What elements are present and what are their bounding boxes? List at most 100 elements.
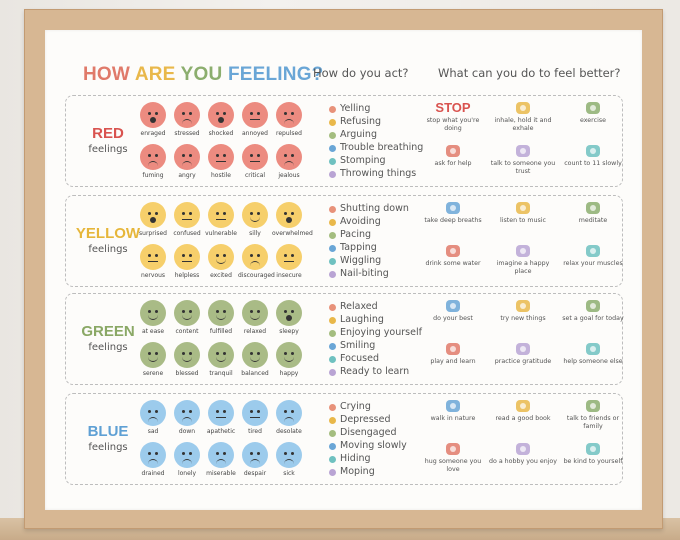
tip-label: be kind to yourself xyxy=(563,458,623,465)
tip-label: read a good book xyxy=(495,415,551,422)
tip-icon xyxy=(512,143,534,159)
face-icon xyxy=(242,102,268,128)
face-icon xyxy=(208,244,234,270)
action-label: Depressed xyxy=(340,414,391,425)
emotion-face: apathetic xyxy=(204,400,238,435)
feelings-poster: HOW ARE YOU FEELING? How do you act? Wha… xyxy=(45,30,642,510)
action-label: Ready to learn xyxy=(340,366,410,377)
coping-tip: help someone else xyxy=(558,341,628,366)
tip-label: practice gratitude xyxy=(494,358,552,365)
action-item: Pacing xyxy=(329,229,409,242)
emotion-face: despair xyxy=(238,442,272,477)
tip-icon xyxy=(512,398,534,414)
section-red: RED feelings enraged stressed shocked annoyed… xyxy=(65,95,623,187)
emotion-face: happy xyxy=(272,342,306,377)
tip-icon xyxy=(582,100,604,116)
action-label: Relaxed xyxy=(340,301,378,312)
emotion-face: sleepy xyxy=(272,300,306,335)
face-label: discouraged xyxy=(238,272,275,279)
face-label: apathetic xyxy=(206,428,236,435)
tip-icon xyxy=(512,441,534,457)
tip-label: play and learn xyxy=(430,358,476,365)
action-label: Stomping xyxy=(340,155,386,166)
action-label: Crying xyxy=(340,401,371,412)
bullet-icon xyxy=(329,271,336,278)
face-icon xyxy=(174,342,200,368)
section-subtitle: feelings xyxy=(88,144,128,155)
face-icon xyxy=(208,342,234,368)
face-icon xyxy=(208,442,234,468)
face-label: despair xyxy=(243,470,267,477)
action-label: Pacing xyxy=(340,229,372,240)
emotion-face: miserable xyxy=(204,442,238,477)
emotion-face: overwhelmed xyxy=(272,202,313,237)
emotion-face: relaxed xyxy=(238,300,272,335)
action-label: Refusing xyxy=(340,116,382,127)
face-icon xyxy=(276,300,302,326)
action-item: Yelling xyxy=(329,103,423,116)
action-label: Nail-biting xyxy=(340,268,389,279)
emotion-face: tranquil xyxy=(204,342,238,377)
bullet-icon xyxy=(329,171,336,178)
action-item: Moving slowly xyxy=(329,440,407,453)
action-item: Ready to learn xyxy=(329,366,422,379)
section-subtitle: feelings xyxy=(88,244,128,255)
subhead-act: How do you act? xyxy=(313,66,409,80)
bullet-icon xyxy=(329,330,336,337)
emotion-face: drained xyxy=(136,442,170,477)
tip-icon xyxy=(442,243,464,259)
face-icon xyxy=(140,442,166,468)
emotion-face: excited xyxy=(204,244,238,279)
action-label: Tapping xyxy=(340,242,377,253)
face-icon xyxy=(174,400,200,426)
face-icon xyxy=(174,144,200,170)
title-word: FEELING? xyxy=(227,64,324,85)
section-title: GREEN xyxy=(81,323,135,340)
coping-tip: read a good book xyxy=(488,398,558,423)
bullet-icon xyxy=(329,158,336,165)
coping-tip: exercise xyxy=(558,100,628,125)
face-label: drained xyxy=(141,470,165,477)
action-label: Throwing things xyxy=(340,168,417,179)
face-label: vulnerable xyxy=(205,230,237,237)
coping-tip: drink some water xyxy=(418,243,488,268)
tip-label: talk to friends or family xyxy=(566,415,620,430)
tip-label: stop what you're doing xyxy=(426,117,480,132)
action-item: Avoiding xyxy=(329,216,409,229)
tip-icon xyxy=(442,398,464,414)
tip-icon xyxy=(512,298,534,314)
emotion-face: lonely xyxy=(170,442,204,477)
action-item: Disengaged xyxy=(329,427,407,440)
emotion-face: balanced xyxy=(238,342,272,377)
coping-tip: set a goal for today xyxy=(558,298,628,323)
action-item: Stomping xyxy=(329,155,423,168)
section-subtitle: feelings xyxy=(88,442,128,453)
coping-tip: try new things xyxy=(488,298,558,323)
tip-label: meditate xyxy=(578,217,608,224)
bullet-icon xyxy=(329,456,336,463)
face-label: helpless xyxy=(174,272,200,279)
tip-icon xyxy=(512,200,534,216)
tip-label: walk in nature xyxy=(430,415,476,422)
action-item: Hiding xyxy=(329,453,407,466)
face-icon xyxy=(242,400,268,426)
bullet-icon xyxy=(329,443,336,450)
face-label: fuming xyxy=(142,172,164,179)
emotion-face: helpless xyxy=(170,244,204,279)
bullet-icon xyxy=(329,317,336,324)
tip-label: exercise xyxy=(580,117,606,124)
face-label: enraged xyxy=(140,130,166,137)
emotion-face: surprised xyxy=(136,202,170,237)
face-label: blessed xyxy=(175,370,199,377)
emotion-face: repulsed xyxy=(272,102,306,137)
face-label: content xyxy=(175,328,199,335)
face-icon xyxy=(174,244,200,270)
action-item: Focused xyxy=(329,353,422,366)
poster-title: HOW ARE YOU FEELING? xyxy=(83,64,323,86)
emotion-face: jealous xyxy=(272,144,306,179)
face-icon xyxy=(242,342,268,368)
emotion-face: tired xyxy=(238,400,272,435)
face-label: fulfilled xyxy=(209,328,233,335)
emotion-face: sick xyxy=(272,442,306,477)
bullet-icon xyxy=(329,417,336,424)
